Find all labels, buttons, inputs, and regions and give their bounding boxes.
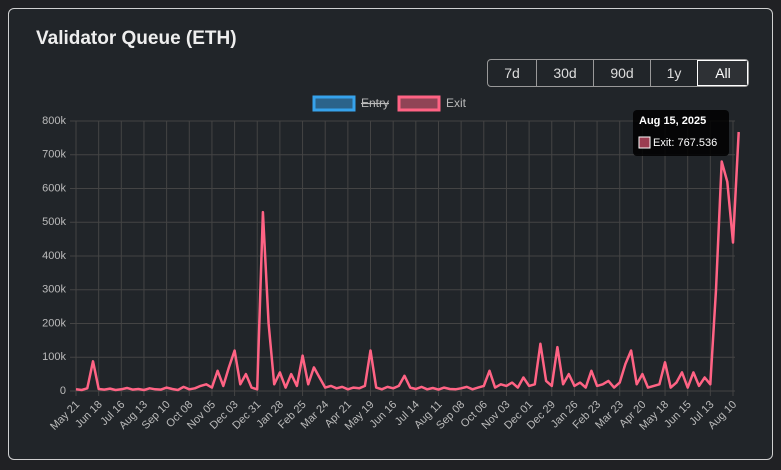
range-button[interactable]: 1y	[650, 60, 697, 86]
range-buttons: 7d 30d 90d 1y All	[487, 59, 749, 87]
series-line	[75, 131, 740, 392]
range-button[interactable]: 30d	[536, 60, 593, 86]
tooltip-swatch	[638, 136, 651, 149]
range-button[interactable]: All	[697, 60, 748, 86]
y-tick-label: 600k	[42, 182, 66, 194]
y-tick-label: 400k	[42, 250, 66, 262]
y-tick-label: 700k	[42, 149, 66, 161]
card-title: Validator Queue (ETH)	[36, 28, 237, 49]
legend-label[interactable]: Exit	[446, 96, 467, 110]
y-tick-label: 200k	[42, 317, 66, 329]
tooltip-label: Exit: 767.536	[653, 137, 717, 149]
legend-swatch[interactable]	[397, 95, 441, 112]
card: Validator Queue (ETH) 7d 30d 90d 1y All	[8, 8, 773, 460]
tooltip-box	[633, 110, 729, 156]
y-tick-label: 100k	[42, 351, 66, 363]
legend-label[interactable]: Entry	[361, 96, 389, 110]
legend-swatch[interactable]	[312, 95, 356, 112]
y-tick-label: 500k	[42, 216, 66, 228]
range-button[interactable]: 7d	[504, 65, 520, 81]
tooltip-title: Aug 15, 2025	[639, 115, 706, 127]
y-tick-label: 800k	[42, 115, 66, 127]
x-tick-label: May 21	[48, 399, 82, 433]
y-tick-label: 0	[60, 385, 66, 397]
range-button[interactable]: 90d	[593, 60, 650, 86]
y-tick-label: 300k	[42, 284, 66, 296]
